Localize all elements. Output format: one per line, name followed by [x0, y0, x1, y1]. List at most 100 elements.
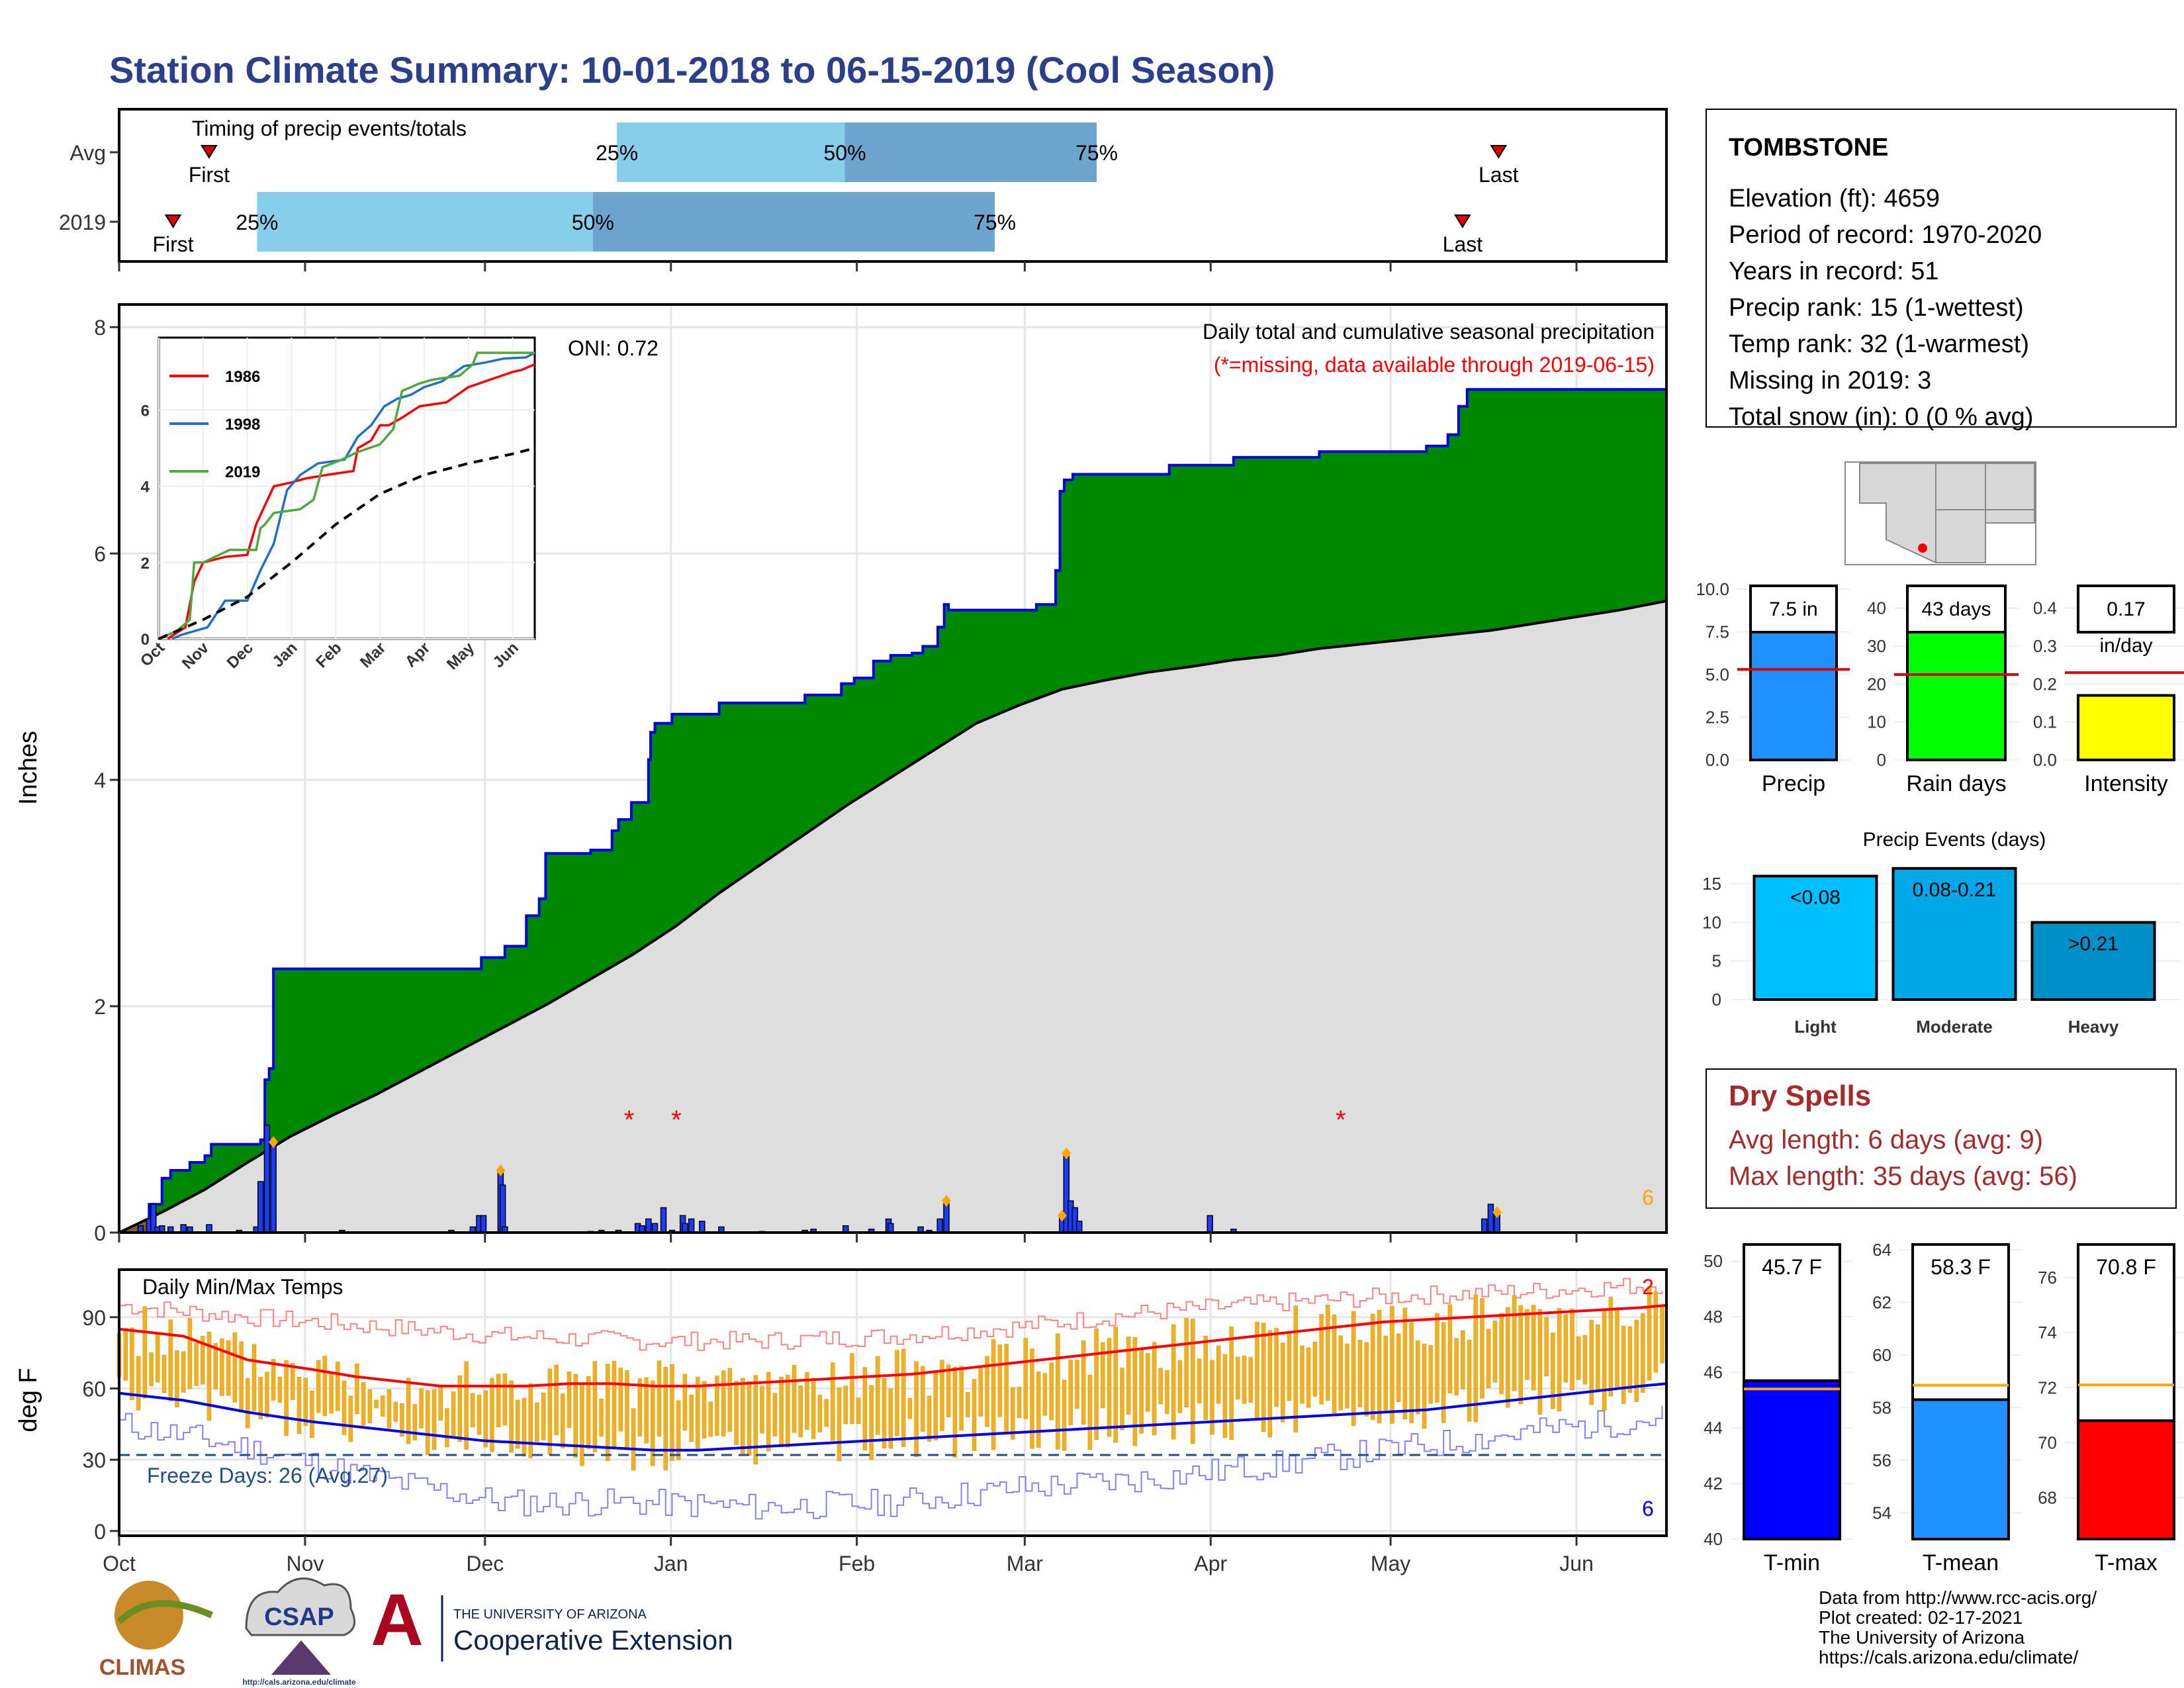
- record-high-count: 2: [1642, 1275, 1654, 1299]
- x-tick-label: Mar: [1007, 1552, 1043, 1575]
- daily-temp-range-bar: [625, 1370, 629, 1450]
- daily-temp-range-bar: [1634, 1319, 1639, 1402]
- daily-temp-range-bar: [888, 1388, 893, 1449]
- precip-title: Daily total and cumulative seasonal prec…: [1203, 320, 1655, 344]
- daily-temp-range-bar: [779, 1376, 784, 1447]
- daily-temp-range-bar: [355, 1363, 359, 1415]
- daily-temp-range-bar: [1467, 1339, 1472, 1422]
- temp-mini-value: 45.7 F: [1762, 1255, 1822, 1279]
- footer-line: https://cals.arizona.edu/climate/: [1819, 1647, 2078, 1667]
- daily-temp-range-bar: [702, 1381, 707, 1438]
- daily-temp-range-bar: [1158, 1368, 1163, 1405]
- daily-temp-range-bar: [1441, 1322, 1446, 1423]
- mini-panel-label: Precip: [1762, 771, 1825, 796]
- extreme-precip-marker: [496, 1164, 506, 1176]
- csap-logo-text: CSAP: [264, 1603, 334, 1631]
- daily-temp-range-bar: [1409, 1322, 1414, 1423]
- dry-spells-title: Dry Spells: [1729, 1080, 1871, 1112]
- mini-value-bar: [2077, 694, 2175, 761]
- events-category: Moderate: [1916, 1017, 1993, 1037]
- daily-temp-range-bar: [258, 1377, 263, 1420]
- mini-y-tick: 0.3: [2033, 636, 2057, 656]
- mini-y-tick: 0.1: [2033, 712, 2057, 732]
- daily-temp-range-bar: [901, 1348, 906, 1447]
- station-info-line: Elevation (ft): 4659: [1729, 185, 1940, 212]
- daily-temp-range-bar: [1030, 1348, 1034, 1449]
- temp-mini-y-tick: 48: [1704, 1307, 1723, 1327]
- daily-temp-range-bar: [1544, 1317, 1549, 1376]
- timing-q75-label: 75%: [974, 211, 1016, 234]
- daily-temp-range-bar: [1120, 1368, 1124, 1430]
- daily-temp-range-bar: [612, 1360, 617, 1447]
- daily-temp-range-bar: [1222, 1354, 1228, 1438]
- daily-precip-bar: [257, 1181, 264, 1233]
- daily-temp-range-bar: [586, 1376, 591, 1449]
- daily-temp-range-bar: [341, 1380, 347, 1435]
- daily-temp-range-bar: [1551, 1333, 1555, 1409]
- missing-data-marker: *: [1336, 1105, 1346, 1135]
- daily-temp-range-bar: [869, 1385, 874, 1460]
- temp-mini-y-tick: 50: [1704, 1251, 1723, 1271]
- daily-temp-range-bar: [644, 1377, 649, 1444]
- normal-cumulative-area: [119, 600, 1666, 1233]
- daily-temp-range-bar: [1576, 1336, 1581, 1380]
- x-tick-label: Jan: [654, 1552, 688, 1575]
- y-tick-label: 8: [94, 316, 106, 340]
- daily-temp-range-bar: [1242, 1356, 1247, 1404]
- daily-temp-range-bar: [1107, 1338, 1112, 1437]
- temp-mini-label: T-min: [1764, 1550, 1820, 1575]
- daily-temp-range-bar: [682, 1374, 688, 1431]
- daily-temp-range-bar: [940, 1360, 944, 1431]
- events-bar-label: <0.08: [1790, 886, 1841, 908]
- daily-temp-range-bar: [1191, 1319, 1195, 1444]
- daily-temp-range-bar: [997, 1344, 1003, 1417]
- daily-temp-range-bar: [606, 1364, 610, 1461]
- daily-temp-range-bar: [1216, 1346, 1221, 1404]
- mini-value-bar: [1749, 630, 1838, 761]
- temp-title: Daily Min/Max Temps: [142, 1275, 343, 1299]
- daily-temp-range-bar: [741, 1378, 745, 1454]
- y-tick-label: 90: [82, 1306, 106, 1330]
- daily-temp-range-bar: [824, 1399, 829, 1427]
- timing-q50-label: 50%: [572, 211, 614, 234]
- temp-mini-label: T-max: [2095, 1550, 2157, 1575]
- daily-temp-range-bar: [206, 1331, 212, 1421]
- daily-temp-range-bar: [471, 1393, 475, 1428]
- daily-temp-range-bar: [1011, 1387, 1015, 1440]
- daily-precip-bar: [480, 1215, 487, 1233]
- y-tick-label: 0: [94, 1221, 106, 1245]
- daily-temp-range-bar: [734, 1381, 739, 1446]
- inset-legend-label: 1986: [225, 368, 260, 386]
- daily-temp-range-bar: [1062, 1380, 1067, 1451]
- extreme-precip-marker: [941, 1195, 951, 1207]
- timing-last-label: Last: [1443, 232, 1483, 256]
- daily-temp-range-bar: [329, 1372, 334, 1414]
- record-max-line: [119, 1278, 1663, 1351]
- record-min-line: [119, 1406, 1663, 1520]
- daily-temp-range-bar: [573, 1374, 578, 1458]
- daily-temp-range-bar: [303, 1378, 308, 1427]
- daily-precip-bar: [651, 1223, 659, 1233]
- daily-temp-range-bar: [1281, 1342, 1285, 1423]
- daily-temp-range-bar: [933, 1372, 938, 1441]
- daily-temp-range-bar: [1621, 1326, 1626, 1404]
- daily-temp-range-bar: [772, 1393, 778, 1437]
- daily-temp-range-bar: [991, 1339, 996, 1450]
- climas-logo-text: CLIMAS: [99, 1655, 185, 1680]
- daily-precip-bar: [645, 1218, 652, 1233]
- events-bar: [2030, 921, 2156, 1002]
- precip-y-axis-label: Inches: [15, 731, 42, 805]
- temp-y-axis-label: deg F: [15, 1368, 42, 1432]
- mini-panel-label: Rain days: [1906, 771, 2006, 796]
- timing-q25-label: 25%: [596, 141, 638, 165]
- climas-logo-icon: [114, 1581, 183, 1650]
- events-y-tick: 0: [1712, 990, 1721, 1009]
- ua-logo-letter: A: [371, 1579, 423, 1661]
- inset-series-1986: [167, 363, 535, 640]
- daily-temp-range-bar: [946, 1364, 951, 1418]
- daily-temp-range-bar: [1512, 1295, 1517, 1391]
- daily-temp-range-bar: [277, 1376, 283, 1403]
- daily-temp-range-bar: [1152, 1342, 1157, 1436]
- daily-precip-bar: [270, 1141, 277, 1233]
- events-category: Light: [1794, 1017, 1837, 1037]
